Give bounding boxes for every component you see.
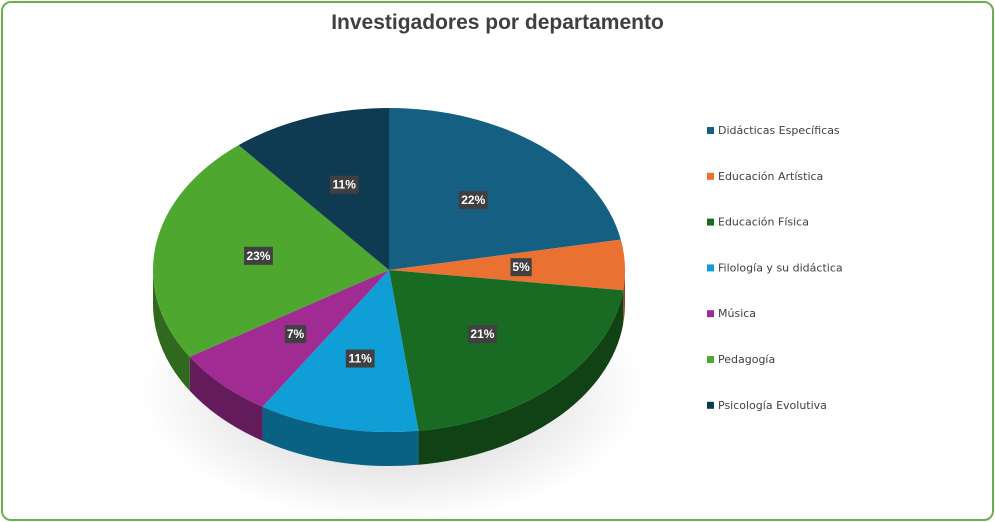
- slice-educacion-artistica: [389, 239, 625, 291]
- data-label-text: 21%: [470, 327, 494, 341]
- legend-swatch: [707, 310, 714, 318]
- legend-swatch: [707, 172, 714, 180]
- chart-title: Investigadores por departamento: [331, 11, 664, 34]
- legend-label: Filología y su didáctica: [718, 261, 843, 274]
- legend-swatch: [707, 218, 714, 226]
- data-label-educacion-artistica: 5%: [510, 258, 532, 277]
- legend-item-educacion-artistica: Educación Artística: [707, 170, 823, 183]
- data-label-box: [244, 246, 273, 265]
- slice-didacticas-especificas: [389, 108, 621, 270]
- data-label-text: 5%: [512, 260, 530, 274]
- slice-side-musica: [189, 356, 263, 441]
- pie-sides: [153, 270, 625, 466]
- legend-item-psicologia-evolutiva: Psicología Evolutiva: [707, 399, 827, 412]
- legend-label: Educación Física: [718, 216, 809, 229]
- data-label-text: 23%: [246, 249, 270, 263]
- legend-label: Psicología Evolutiva: [718, 399, 827, 412]
- slice-side-educacion-artistica: [623, 270, 625, 325]
- legend-item-pedagogia: Pedagogía: [707, 353, 775, 366]
- legend-item-educacion-fisica: Educación Física: [707, 216, 809, 229]
- data-label-box: [345, 349, 375, 368]
- slice-psicologia-evolutiva: [238, 108, 389, 270]
- data-label-text: 11%: [348, 352, 372, 366]
- slice-side-educacion-fisica: [418, 290, 624, 465]
- slice-side-pedagogia: [153, 270, 190, 391]
- data-label-filologia-y-su-didactica: 11%: [345, 349, 375, 368]
- data-label-text: 11%: [333, 178, 357, 192]
- data-label-text: 7%: [287, 327, 305, 341]
- data-label-box: [468, 325, 497, 344]
- pie-slices: [152, 108, 625, 432]
- data-label-box: [284, 325, 307, 344]
- legend-swatch: [707, 356, 714, 363]
- data-label-box: [329, 175, 359, 194]
- slice-filologia-y-su-didactica: [262, 270, 419, 432]
- data-label-educacion-fisica: 21%: [468, 325, 497, 344]
- data-label-text: 22%: [461, 193, 485, 207]
- legend-label: Pedagogía: [718, 353, 775, 366]
- legend-item-didacticas-especificas: Didácticas Específicas: [707, 124, 840, 137]
- legend-item-filologia-y-su-didactica: Filología y su didáctica: [707, 261, 843, 274]
- legend-label: Música: [718, 307, 756, 320]
- data-label-box: [510, 258, 532, 277]
- legend-swatch: [707, 127, 714, 134]
- slice-educacion-fisica: [389, 270, 624, 431]
- legend: Didácticas Específicas Educación Artístic…: [707, 124, 843, 412]
- slice-side-filologia-y-su-didactica: [262, 406, 419, 466]
- legend-label: Didácticas Específicas: [718, 124, 840, 137]
- data-label-psicologia-evolutiva: 11%: [329, 175, 359, 194]
- data-label-box: [458, 191, 488, 210]
- legend-label: Educación Artística: [718, 170, 823, 183]
- legend-item-musica: Música: [707, 307, 756, 320]
- data-label-musica: 7%: [284, 325, 307, 344]
- data-labels: 22% 5% 21% 11% 7% 23% 11%: [244, 175, 532, 368]
- data-label-didacticas-especificas: 22%: [458, 191, 488, 210]
- legend-swatch: [707, 264, 714, 272]
- legend-swatch: [707, 401, 714, 409]
- data-label-pedagogia: 23%: [244, 246, 273, 265]
